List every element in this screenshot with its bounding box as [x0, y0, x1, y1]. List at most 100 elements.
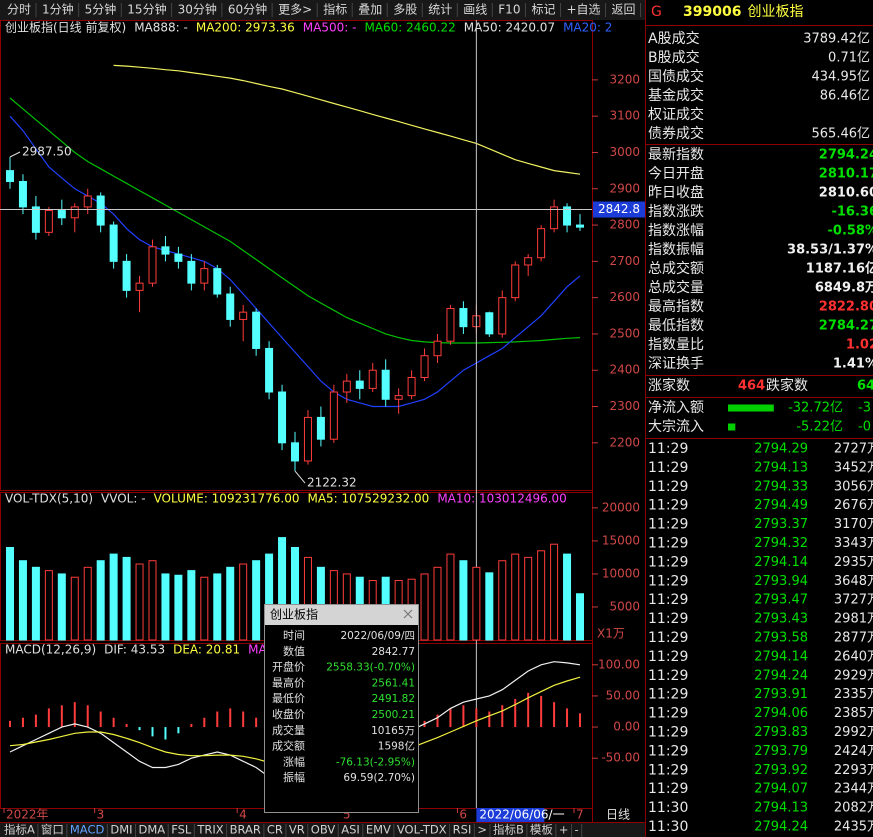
- annotation-label: 2122.32: [307, 476, 357, 490]
- tick-time: 11:29: [648, 498, 688, 514]
- candle-body: [576, 224, 584, 228]
- volume-bar: [96, 560, 105, 641]
- x-tick-label: 7: [576, 808, 584, 822]
- tick-time: 11:30: [648, 819, 688, 835]
- tab[interactable]: TRIX: [196, 823, 223, 837]
- tick-price: 2794.07: [754, 782, 808, 797]
- tab[interactable]: BRAR: [230, 823, 261, 837]
- tab[interactable]: MACD: [70, 823, 105, 837]
- candle-body: [511, 264, 520, 299]
- tick-time: 11:29: [648, 687, 688, 703]
- tick-volume: 2424万: [834, 744, 873, 759]
- toolbar-button[interactable]: 更多>: [278, 3, 312, 17]
- tick-time: 11:29: [648, 649, 688, 665]
- tick-time: 11:29: [648, 743, 688, 759]
- turnover-label: 基金成交: [648, 87, 704, 104]
- tick-price: 2794.14: [754, 649, 808, 664]
- candle-body: [303, 416, 312, 462]
- y-tick-label: 2700: [609, 254, 640, 268]
- volume-bar: [174, 574, 183, 641]
- toolbar-button[interactable]: 统计: [428, 3, 452, 17]
- candle-body: [420, 355, 429, 378]
- y-tick-label: 3100: [609, 109, 640, 123]
- tab[interactable]: RSI: [453, 823, 472, 837]
- tooltip-label: 数值: [283, 645, 305, 658]
- legend-entry: MA500: -: [303, 21, 357, 35]
- tab[interactable]: ASI: [341, 823, 360, 837]
- y-tick-label: 20000: [602, 500, 640, 514]
- toolbar-button[interactable]: 分时: [7, 3, 31, 17]
- toolbar-button[interactable]: 返回: [612, 3, 636, 17]
- x-tick-label: 3: [97, 808, 105, 822]
- toolbar-button[interactable]: 15分钟: [127, 2, 166, 17]
- tick-volume: 3727万: [834, 593, 873, 608]
- stat-label: 深证换手: [648, 355, 704, 372]
- tab[interactable]: 模板: [530, 823, 553, 837]
- toolbar-button[interactable]: 叠加: [358, 3, 382, 17]
- tab[interactable]: EMV: [366, 823, 391, 837]
- volume-bar: [31, 566, 40, 641]
- stat-label: 今日开盘: [648, 165, 704, 182]
- turnover-label: 债券成交: [648, 125, 704, 142]
- stat-value: -0.58%: [828, 224, 873, 239]
- candle-body: [161, 246, 170, 255]
- tick-price: 2793.92: [754, 763, 808, 778]
- volume-bar: [135, 563, 144, 641]
- x-tick-label: 2022年: [6, 808, 49, 822]
- tick-volume: 2293万: [834, 763, 873, 778]
- tab[interactable]: 窗口: [41, 823, 64, 837]
- legend-entry: MA20: 2: [563, 21, 612, 35]
- toolbar-button[interactable]: 指标: [323, 2, 347, 17]
- candle-body: [291, 442, 299, 462]
- toolbar-button[interactable]: 5分钟: [85, 2, 117, 17]
- tooltip-value: 2558.33(-0.70%): [326, 662, 415, 674]
- tab[interactable]: CR: [267, 823, 283, 837]
- legend-entry: 创业板指(日线 前复权): [5, 20, 126, 35]
- tab[interactable]: VR: [289, 823, 305, 837]
- candle-body: [239, 311, 248, 320]
- tab[interactable]: VOL-TDX: [397, 823, 447, 837]
- tab[interactable]: +: [559, 823, 569, 837]
- tab[interactable]: DMA: [139, 823, 166, 837]
- candle-body: [550, 206, 559, 230]
- candle-body: [96, 195, 105, 226]
- tab[interactable]: >: [477, 823, 487, 837]
- tab[interactable]: DMI: [110, 823, 132, 837]
- toolbar-button[interactable]: +自选: [566, 3, 600, 17]
- stat-label: 昨日收盘: [648, 184, 704, 201]
- candle-body: [174, 253, 183, 262]
- legend-entry: VOL-TDX(5,10): [5, 492, 93, 506]
- tooltip-close: [403, 609, 413, 619]
- stat-value: 2822.80: [819, 300, 873, 315]
- tab[interactable]: 指标A: [4, 823, 35, 837]
- legend-entry: MACD(12,26,9): [5, 643, 96, 657]
- tab-bar: [0, 823, 645, 837]
- volume-bar: [420, 573, 429, 641]
- toolbar-button[interactable]: 多股: [393, 3, 417, 17]
- toolbar-button[interactable]: 30分钟: [178, 2, 217, 17]
- tick-price: 2793.58: [754, 631, 808, 646]
- volume-bar: [187, 570, 196, 641]
- quote-name: 创业板指: [747, 4, 803, 20]
- tick-volume: 3452万: [834, 460, 873, 475]
- toolbar-button[interactable]: 1分钟: [42, 2, 74, 17]
- toolbar-button[interactable]: 画线: [463, 3, 487, 17]
- tick-time: 11:29: [648, 554, 688, 570]
- volume-bar: [524, 556, 533, 641]
- candle-body: [226, 293, 235, 320]
- tab[interactable]: OBV: [311, 823, 336, 837]
- tab[interactable]: FSL: [171, 823, 192, 837]
- period-label: 日线: [606, 808, 630, 822]
- toolbar-button[interactable]: 60分钟: [228, 2, 267, 17]
- y-tick-label: 0.00: [613, 720, 640, 734]
- tab[interactable]: -: [575, 823, 579, 837]
- tick-price: 2793.79: [754, 744, 808, 759]
- volume-bar: [472, 566, 481, 641]
- candle-body: [57, 210, 66, 219]
- toolbar-button[interactable]: 标记: [531, 3, 555, 17]
- tab[interactable]: 指标B: [493, 823, 524, 837]
- y-tick-label: 5000: [609, 599, 640, 613]
- toolbar-button[interactable]: F10: [498, 3, 520, 17]
- tooltip[interactable]: [264, 604, 419, 813]
